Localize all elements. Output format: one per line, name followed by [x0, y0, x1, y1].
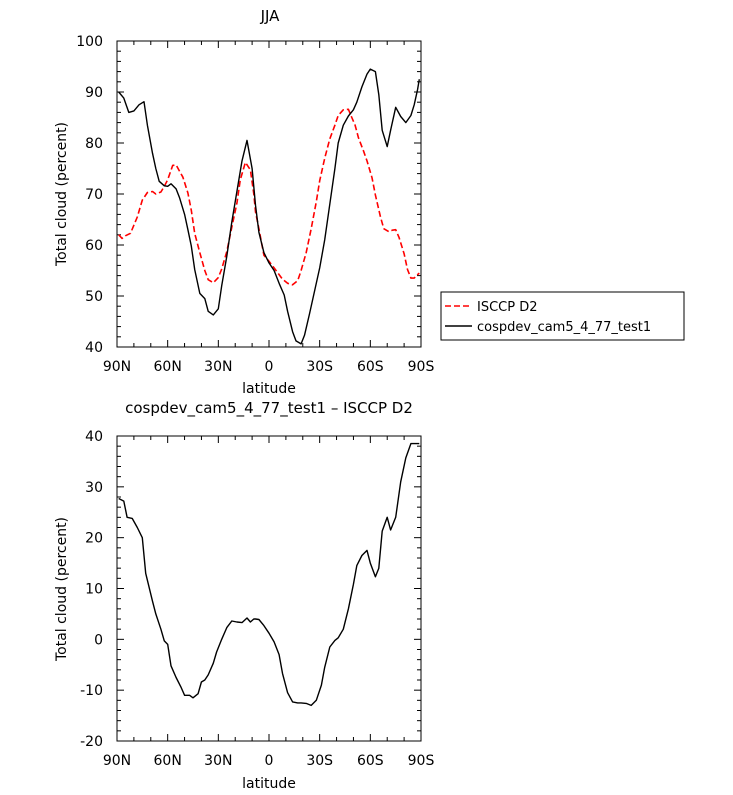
legend-label-isccp: ISCCP D2 [477, 300, 538, 315]
bottom-y-tick-label: -10 [80, 683, 103, 699]
top-y-tick-label: 50 [85, 289, 103, 305]
top-plot-frame [116, 40, 422, 348]
top-y-tick-label: 60 [85, 238, 103, 254]
bottom-x-tick-label: 90S [408, 753, 435, 769]
bottom-x-tick-label: 30N [204, 753, 232, 769]
top-chart-title: JJA [260, 7, 281, 25]
top-series-layer [118, 68, 420, 345]
bottom-x-tick-label: 60S [357, 753, 384, 769]
bottom-y-tick-label: 30 [85, 480, 103, 496]
legend-box [440, 291, 685, 341]
bottom-y-tick-label: -20 [80, 734, 103, 750]
top-y-tick-label: 90 [85, 85, 103, 101]
bottom-y-tick-label: 10 [85, 582, 103, 598]
bottom-x-tick-label: 60N [154, 753, 182, 769]
bottom-x-tick-label: 30S [306, 753, 333, 769]
bottom-plot-frame [116, 435, 422, 742]
top-x-tick-label: 30N [204, 359, 232, 375]
top-y-tick-label: 80 [85, 136, 103, 152]
bottom-ticks: 90N 60N 30N 0 30S 60S 90S -20 -10 0 10 20 30 40 [80, 429, 434, 769]
top-x-tick-label: 90N [103, 359, 131, 375]
top-x-tick-label: 60S [357, 359, 384, 375]
bottom-x-tick-label: 0 [265, 753, 274, 769]
bottom-y-tick-label: 20 [85, 531, 103, 547]
bottom-x-tick-label: 90N [103, 753, 131, 769]
top-x-tick-label: 0 [265, 359, 274, 375]
legend: ISCCP D2 cospdev_cam5_4_77_test1 [440, 291, 685, 341]
bottom-y-axis-label: Total cloud (percent) [54, 517, 70, 662]
top-x-tick-label: 60N [154, 359, 182, 375]
top-series-line-1 [118, 68, 420, 345]
bottom-series-line-0 [118, 442, 420, 707]
bottom-series-layer [118, 442, 420, 707]
top-y-axis-label: Total cloud (percent) [54, 122, 70, 267]
top-series-line-0 [118, 108, 420, 286]
top-x-tick-label: 90S [408, 359, 435, 375]
top-panel: JJA Total cloud (percent) latitude 90N 60… [54, 7, 434, 397]
top-y-tick-label: 40 [85, 340, 103, 356]
bottom-y-tick-label: 0 [94, 632, 103, 648]
bottom-y-tick-label: 40 [85, 429, 103, 445]
top-y-tick-label: 100 [76, 34, 103, 50]
top-x-tick-label: 30S [306, 359, 333, 375]
top-y-tick-label: 70 [85, 187, 103, 203]
top-x-axis-label: latitude [242, 381, 296, 397]
bottom-chart-title: cospdev_cam5_4_77_test1 – ISCCP D2 [125, 399, 413, 418]
top-ticks: 90N 60N 30N 0 30S 60S 90S 40 50 60 70 80 90 100 [76, 34, 434, 375]
bottom-panel: cospdev_cam5_4_77_test1 – ISCCP D2 Total… [54, 399, 434, 792]
bottom-x-axis-label: latitude [242, 776, 296, 792]
legend-label-cospdev: cospdev_cam5_4_77_test1 [477, 320, 651, 335]
